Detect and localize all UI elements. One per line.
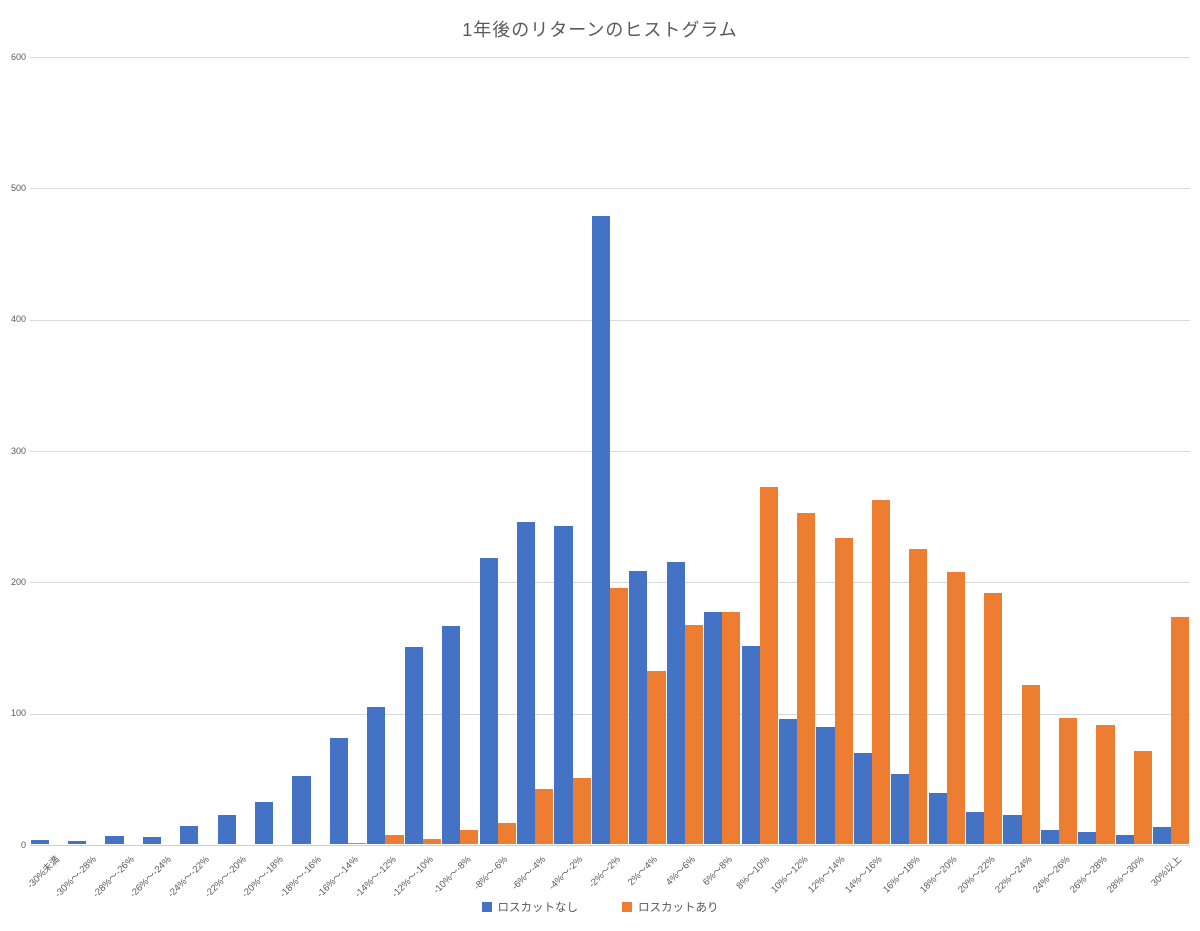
bar-loss-cut-none [442,626,461,844]
x-tick-label: 2%～4% [626,854,661,889]
legend-swatch-blue [481,902,492,912]
x-tick-label: -8%～-6% [472,854,511,893]
bar-loss-cut-none [255,801,274,844]
bar-loss-cut-none [853,753,872,844]
bar-loss-cut-applied [759,486,778,844]
bar-loss-cut-applied [1096,724,1115,844]
x-tick-label: 16%～18% [880,854,923,896]
x-tick-label: 26%～28% [1067,854,1110,896]
bar-loss-cut-none [778,719,798,844]
bar-loss-cut-applied [1171,616,1190,844]
bar-loss-cut-none [1153,826,1172,844]
gridline [30,188,1190,190]
x-tick-label: -2%～2% [586,854,623,891]
bar-loss-cut-applied [348,842,367,844]
x-tick-label: 14%～16% [843,854,885,896]
bar-loss-cut-none [966,812,985,844]
bar-loss-cut-none [217,815,236,844]
bar-loss-cut-none [1115,834,1134,844]
bar-loss-cut-applied [497,823,516,844]
bar-loss-cut-none [629,570,648,844]
gridline [30,57,1190,58]
bar-loss-cut-none [891,774,910,844]
bar-loss-cut-none [554,526,573,844]
x-tick-label: 10%～12% [768,854,811,896]
legend-item-loss-cut-applied: ロスカットあり [622,899,719,915]
y-tick-label: 100 [10,708,26,719]
bar-loss-cut-applied [422,838,442,844]
bar-loss-cut-none [741,645,760,844]
bar-loss-cut-applied [722,611,741,844]
bar-loss-cut-none [591,216,610,844]
x-tick-label: -4%～-2% [547,854,586,893]
x-tick-label: 22%～24% [993,854,1035,896]
bar-loss-cut-applied [684,624,703,844]
y-tick-label: 200 [10,576,26,587]
gridline [30,451,1190,452]
plot-area [30,57,1190,846]
legend-swatch-orange [622,902,632,912]
bar-loss-cut-none [666,561,685,844]
x-tick-label: 24%～26% [1030,854,1072,896]
bar-loss-cut-none [142,837,161,844]
bar-loss-cut-applied [946,572,965,844]
x-tick-label: 18%～20% [918,854,960,896]
x-tick-label: 12%～14% [806,854,848,896]
bar-loss-cut-none [1078,832,1097,844]
bar-loss-cut-applied [572,778,591,844]
legend: ロスカットなし ロスカットあり [0,899,1200,915]
x-tick-label: 20%～22% [955,854,998,896]
bar-loss-cut-applied [610,587,629,844]
legend-item-loss-cut-none: ロスカットなし [481,899,579,915]
bar-loss-cut-none [928,792,947,844]
x-tick-label: 30%以上 [1149,854,1185,889]
bar-loss-cut-none [1040,829,1060,844]
bar-loss-cut-none [292,775,311,844]
bar-loss-cut-none [704,611,723,844]
x-tick-label: -10%～-8% [431,854,474,897]
x-tick-label: 4%～6% [663,854,698,889]
bar-loss-cut-none [329,737,349,844]
x-tick-label: 6%～8% [701,854,736,889]
bar-loss-cut-applied [909,548,928,844]
y-tick-label: 400 [10,314,26,325]
bar-loss-cut-applied [385,834,404,844]
gridline [30,319,1190,321]
bar-loss-cut-applied [1021,685,1040,844]
bar-loss-cut-applied [834,538,853,844]
y-tick-label: 300 [10,445,26,456]
legend-label: ロスカットあり [638,902,719,914]
bar-loss-cut-none [517,522,536,844]
bar-loss-cut-none [367,707,386,844]
y-tick-label: 0 [20,839,26,850]
bar-loss-cut-none [30,840,49,844]
bar-loss-cut-none [180,825,199,844]
bar-loss-cut-applied [535,788,554,844]
bar-loss-cut-none [816,727,835,844]
bar-loss-cut-applied [1133,750,1152,844]
x-tick-label: 28%～30% [1105,854,1147,896]
bar-loss-cut-applied [460,829,479,844]
bar-loss-cut-applied [797,513,816,844]
chart-title: 1年後のリターンのヒストグラム [462,20,738,40]
y-tick-label: 600 [10,51,26,62]
legend-label: ロスカットなし [497,902,579,914]
bar-loss-cut-none [67,841,87,844]
bar-loss-cut-none [105,836,124,844]
bar-loss-cut-none [404,647,423,844]
bar-loss-cut-none [1003,815,1022,844]
bar-loss-cut-none [479,557,498,844]
bar-loss-cut-applied [647,670,666,844]
bar-loss-cut-applied [1059,717,1078,844]
gridline [30,582,1190,584]
y-tick-label: 500 [10,182,26,193]
x-tick-label: -6%～-4% [509,854,549,893]
x-axis-line [30,845,1190,846]
bar-loss-cut-applied [871,499,891,844]
bar-loss-cut-applied [984,593,1003,844]
